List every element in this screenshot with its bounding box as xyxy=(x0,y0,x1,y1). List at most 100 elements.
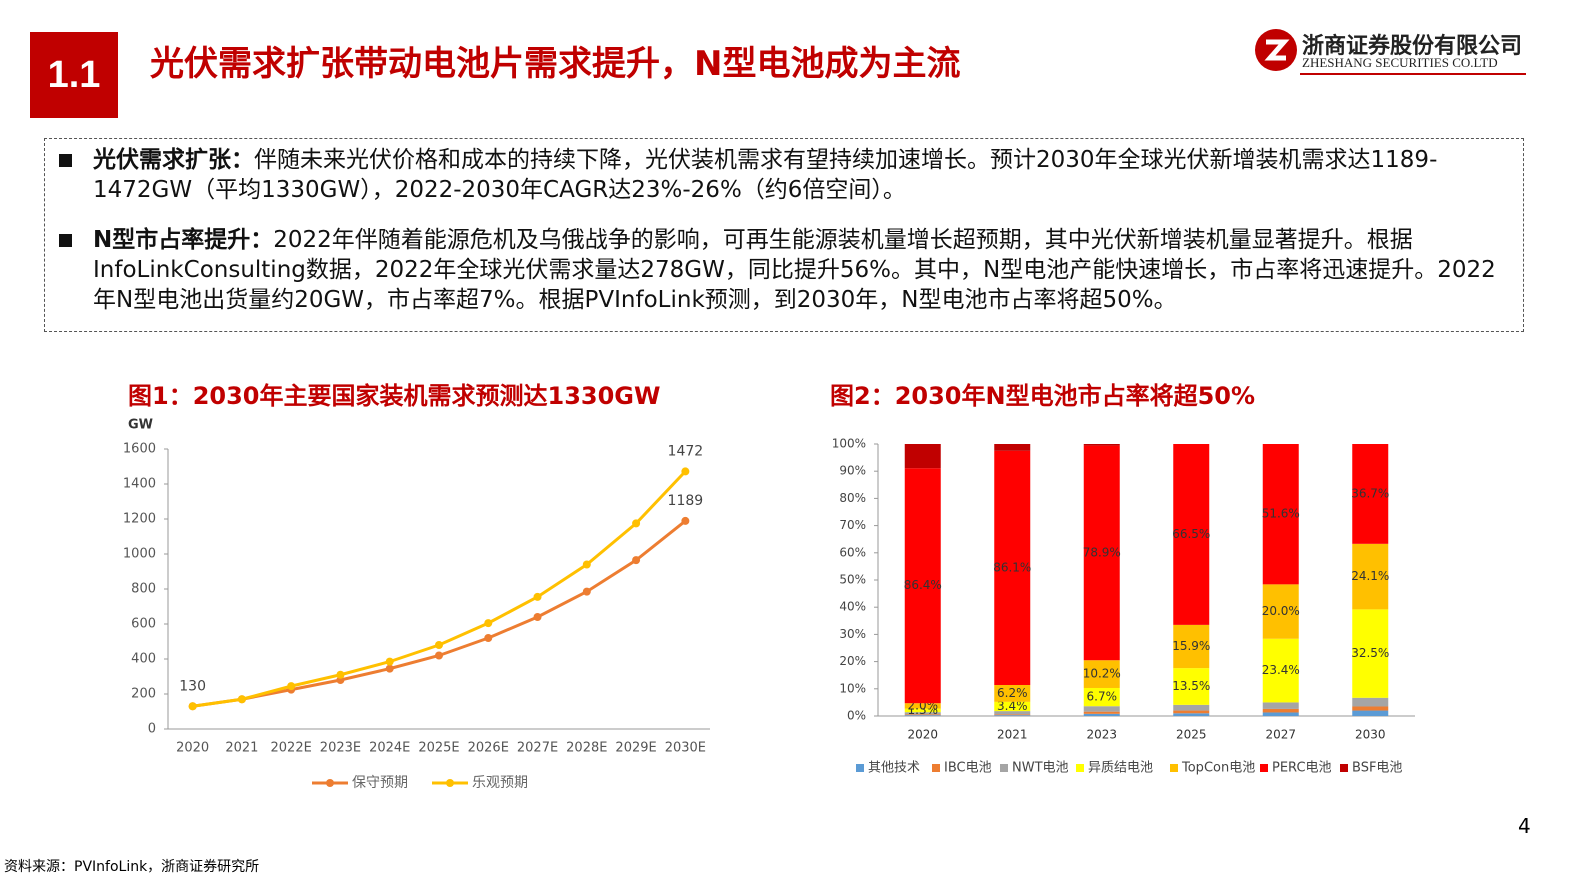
bar-segment xyxy=(904,708,941,713)
bar-segment xyxy=(1173,624,1210,669)
x-tick-label: 2020 xyxy=(907,728,938,742)
bar-segment xyxy=(994,701,1031,712)
marker xyxy=(681,516,690,525)
legend-swatch xyxy=(1170,764,1178,772)
x-tick-label: 2027 xyxy=(1265,728,1296,742)
bullet-text: 伴随未来光伏价格和成本的持续下降，光伏装机需求有望持续加速增长。预计2030年全… xyxy=(93,147,1438,203)
marker xyxy=(188,702,197,711)
bar-segment xyxy=(1262,638,1299,703)
y-tick-label: 800 xyxy=(131,582,156,597)
marker xyxy=(435,641,443,649)
legend-label: BSF电池 xyxy=(1352,761,1402,776)
data-label: 1189 xyxy=(668,493,704,509)
logo-rule xyxy=(1300,73,1526,75)
legend-swatch xyxy=(856,764,864,772)
y-unit: GW xyxy=(128,418,153,433)
marker xyxy=(582,587,591,596)
data-label: 66.5% xyxy=(1172,527,1210,541)
bar-segment xyxy=(1083,660,1120,688)
bar-segment xyxy=(994,715,1031,716)
legend-label: TopCon电池 xyxy=(1181,761,1255,776)
bar-segment xyxy=(1352,609,1389,698)
x-tick-label: 2030 xyxy=(1355,728,1386,742)
y-tick-label: 200 xyxy=(131,687,156,702)
legend-label: PERC电池 xyxy=(1272,761,1332,776)
bar-segment xyxy=(994,684,1031,702)
legend-swatch xyxy=(1260,764,1268,772)
y-tick-label: 70% xyxy=(839,518,866,532)
y-tick-label: 40% xyxy=(839,600,866,614)
legend-swatch xyxy=(1340,764,1348,772)
y-tick-label: 10% xyxy=(839,681,866,695)
bar-segment xyxy=(1352,697,1389,707)
bar-segment xyxy=(904,712,941,715)
bar-segment xyxy=(904,444,941,469)
bullet-lead: 光伏需求扩张： xyxy=(93,147,254,173)
bar-segment xyxy=(904,714,941,716)
data-label: 10.2% xyxy=(1083,667,1121,681)
x-tick-label: 2020 xyxy=(176,741,209,756)
x-tick-label: 2025E xyxy=(418,741,459,756)
bar-segment xyxy=(1173,713,1210,716)
y-tick-label: 60% xyxy=(839,545,866,559)
slide-title: 光伏需求扩张带动电池片需求提升，N型电池成为主流 xyxy=(150,44,961,84)
marker xyxy=(287,682,296,691)
data-label: 86.4% xyxy=(904,578,942,592)
legend-label: NWT电池 xyxy=(1012,761,1069,776)
charts: 图1：2030年主要国家装机需求预测达1330GW GW 0 200 400 600 800… xyxy=(123,382,1415,791)
y-tick-label: 80% xyxy=(839,491,866,505)
x-tick-label: 2026E xyxy=(468,741,509,756)
company-name-en: ZHESHANG SECURITIES CO.LTD xyxy=(1302,55,1498,70)
legend-swatch xyxy=(932,764,940,772)
chart-title: 图1：2030年主要国家装机需求预测达1330GW xyxy=(128,382,660,410)
data-label: 23.4% xyxy=(1262,663,1300,677)
bar-segment xyxy=(1352,444,1389,544)
marker xyxy=(533,613,542,621)
bar-segment xyxy=(1083,687,1120,707)
summary-box: 光伏需求扩张：伴随未来光伏价格和成本的持续下降，光伏装机需求有望持续加速增长。预… xyxy=(44,138,1524,332)
y-tick-label: 0% xyxy=(847,709,866,723)
y-tick-label: 20% xyxy=(839,654,866,668)
data-label: 32.5% xyxy=(1351,646,1389,660)
data-label: 6.2% xyxy=(997,686,1028,700)
bar-segment xyxy=(904,468,941,704)
line xyxy=(192,470,687,708)
x-tick-label: 2021 xyxy=(997,728,1028,742)
data-label: 6.7% xyxy=(1087,690,1118,704)
bar-segment xyxy=(1352,706,1389,711)
y-tick-label: 50% xyxy=(839,573,866,587)
bar-segment xyxy=(904,715,941,716)
bar-segment xyxy=(1262,584,1299,639)
bullet-text: 2022年伴随着能源危机及乌俄战争的影响，可再生能源装机量增长超预期，其中光伏新… xyxy=(93,227,1496,313)
data-label: 86.1% xyxy=(993,560,1031,574)
marker xyxy=(336,670,345,679)
bar-segment xyxy=(994,444,1031,451)
y-tick-label: 30% xyxy=(839,627,866,641)
marker xyxy=(533,592,542,601)
x-tick-label: 2028E xyxy=(566,741,607,756)
bar-segment xyxy=(1083,444,1120,446)
y-tick-label: 1200 xyxy=(123,512,156,527)
data-label: 51.6% xyxy=(1262,507,1300,521)
logo xyxy=(1255,29,1297,71)
y-tick-label: 400 xyxy=(131,652,156,667)
bar-segment xyxy=(1083,713,1120,716)
legend-swatch xyxy=(1076,764,1084,772)
company-name: 浙商证券股份有限公司 xyxy=(1302,34,1523,59)
legend-label: 其他技术 xyxy=(868,761,920,776)
marker xyxy=(484,634,493,642)
bar-segment xyxy=(904,703,941,709)
x-tick-label: 2023E xyxy=(320,741,361,756)
x-tick-label: 2029E xyxy=(615,741,656,756)
marker xyxy=(632,556,641,565)
legend-swatch xyxy=(1000,764,1008,772)
bar-segment xyxy=(1262,444,1299,585)
bullet-lead: N型市占率提升： xyxy=(93,227,274,253)
bar-segment xyxy=(1352,710,1389,716)
bar-segment xyxy=(1352,543,1389,610)
y-tick-label: 1400 xyxy=(123,477,156,492)
x-tick-label: 2023 xyxy=(1086,728,1117,742)
legend-label: 异质结电池 xyxy=(1088,761,1153,776)
bar-segment xyxy=(1173,444,1210,625)
chart-title: 图2：2030年N型电池市占率将超50% xyxy=(830,382,1255,410)
